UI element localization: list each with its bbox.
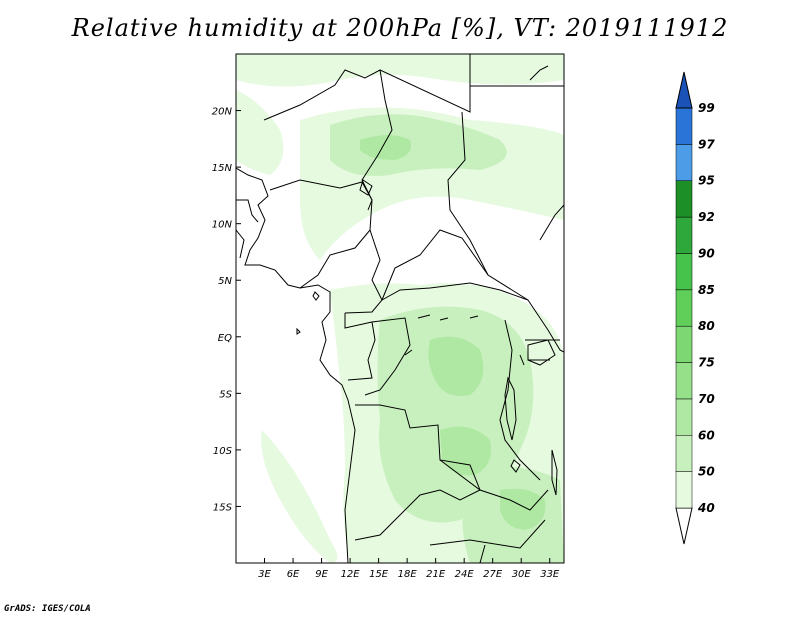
colorbar-segment xyxy=(675,362,693,400)
lake-chad xyxy=(359,179,373,196)
lat-tick-label: 15N xyxy=(212,163,233,174)
border-angola xyxy=(354,404,481,541)
border-drc-north xyxy=(381,282,541,319)
border-nigeria xyxy=(269,179,373,289)
colorbar-level-label: 90 xyxy=(698,246,715,260)
colorbar-level-label: 70 xyxy=(698,392,715,406)
colorbar-segment xyxy=(675,144,693,181)
lon-tick-label: 15E xyxy=(369,569,389,580)
border-ethiopia xyxy=(539,204,564,241)
border-west-coast-inland xyxy=(236,199,259,259)
colorbar: 40 50 60 70 75 80 85 90 92 95 97 99 xyxy=(675,71,715,545)
lat-tick-label: 5N xyxy=(218,276,232,287)
country-borders xyxy=(236,54,564,563)
longitude-axis: 3E 6E 9E 12E 15E 18E 21E 24E 27E 30E 33E xyxy=(258,558,560,580)
lon-tick-label: 33E xyxy=(540,569,560,580)
border-drc-west xyxy=(364,317,411,396)
field-northern-band xyxy=(236,54,564,87)
lat-tick-label: 10S xyxy=(213,446,233,457)
chart-title: Relative humidity at 200hPa [%], VT: 201… xyxy=(71,14,729,42)
border-cameroon xyxy=(344,229,383,314)
lon-tick-label: 24E xyxy=(455,569,475,580)
colorbar-segment xyxy=(675,471,693,509)
lat-tick-label: 5S xyxy=(219,389,232,400)
colorbar-segment xyxy=(675,435,693,472)
humidity-field xyxy=(236,54,564,563)
colorbar-below-triangle xyxy=(675,507,693,545)
lake-malawi xyxy=(551,449,558,496)
colorbar-level-label: 85 xyxy=(698,283,715,297)
field-patch-1 xyxy=(428,336,484,396)
border-libya-chad xyxy=(379,54,471,113)
colorbar-level-label: 99 xyxy=(698,101,715,115)
coastline xyxy=(236,167,356,563)
border-drc-east xyxy=(499,319,541,481)
lon-tick-label: 21E xyxy=(426,569,446,580)
colorbar-level-label: 95 xyxy=(698,174,715,188)
lat-tick-label: EQ xyxy=(218,333,232,344)
colorbar-level-label: 50 xyxy=(698,465,715,479)
colorbar-segment xyxy=(675,325,693,363)
lake-tanganyika xyxy=(504,376,517,441)
lon-tick-label: 3E xyxy=(258,569,271,580)
lon-tick-label: 27E xyxy=(483,569,503,580)
border-southern xyxy=(429,519,546,563)
border-east xyxy=(525,317,564,361)
colorbar-level-label: 40 xyxy=(697,501,715,515)
lat-tick-label: 20N xyxy=(212,107,233,118)
field-atlantic-streak xyxy=(261,430,338,563)
colorbar-segment xyxy=(675,253,693,291)
lon-tick-label: 6E xyxy=(287,569,300,580)
lat-tick-label: 15S xyxy=(213,502,233,513)
border-north xyxy=(263,69,393,211)
colorbar-segment xyxy=(675,398,693,436)
lake-victoria xyxy=(527,339,556,366)
island-bioko xyxy=(312,291,320,301)
field-west-coast xyxy=(236,90,284,175)
colorbar-above-triangle xyxy=(675,71,693,109)
colorbar-level-label: 60 xyxy=(698,428,715,442)
border-chad-sudan xyxy=(447,111,529,301)
border-congo xyxy=(344,313,376,381)
red-sea-coast xyxy=(529,65,549,81)
island-sao-tome xyxy=(296,327,301,335)
colorbar-level-label: 75 xyxy=(698,356,715,370)
colorbar-level-label: 97 xyxy=(698,137,715,151)
field-patch-2 xyxy=(440,426,491,476)
river-marks xyxy=(404,314,525,366)
lat-tick-label: 10N xyxy=(212,220,233,231)
lon-tick-label: 9E xyxy=(315,569,328,580)
grads-credit: GrADS: IGES/COLA xyxy=(4,604,91,614)
lon-tick-label: 18E xyxy=(398,569,418,580)
colorbar-level-label: 92 xyxy=(698,210,715,224)
field-patch-4 xyxy=(500,488,546,530)
border-car xyxy=(381,229,489,301)
map-frame xyxy=(235,53,565,564)
border-zambia xyxy=(439,459,549,511)
latitude-axis: 20N 15N 10N 5N EQ 5S 10S 15S xyxy=(212,107,241,513)
lon-tick-label: 12E xyxy=(341,569,361,580)
colorbar-level-label: 80 xyxy=(698,319,715,333)
lake-mweru xyxy=(510,459,521,473)
lon-tick-label: 30E xyxy=(512,569,532,580)
field-patch-3 xyxy=(360,135,411,160)
colorbar-segment xyxy=(675,216,693,254)
colorbar-segment xyxy=(675,289,693,327)
colorbar-segment xyxy=(675,180,693,218)
colorbar-segment xyxy=(675,107,693,145)
